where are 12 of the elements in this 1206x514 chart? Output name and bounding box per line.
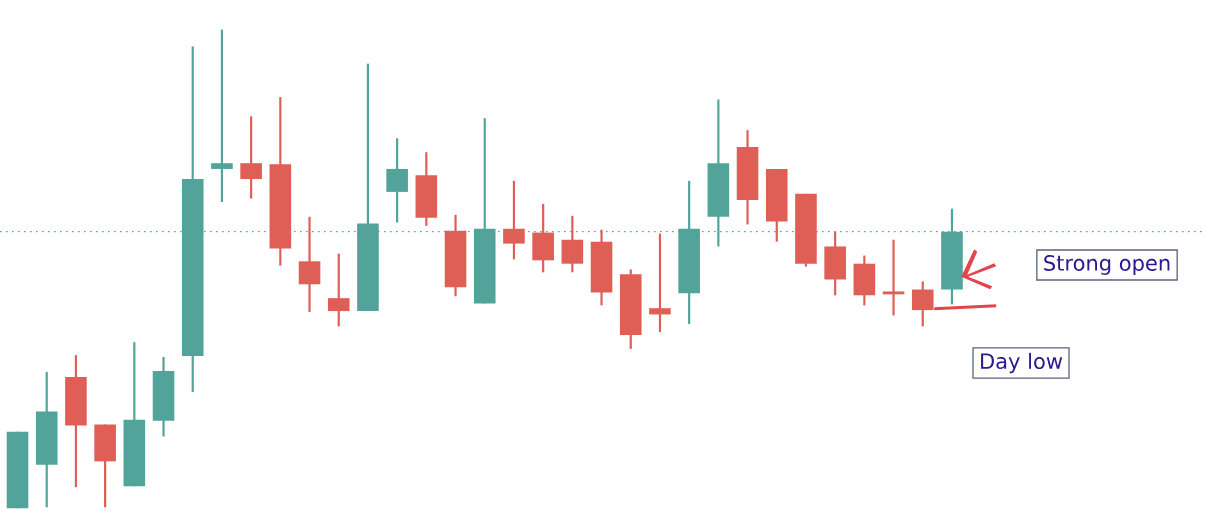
candlestick: [240, 115, 262, 200]
candlestick: [298, 215, 321, 314]
candlestick: [649, 232, 671, 334]
candlestick: [503, 179, 525, 261]
candlestick: [211, 28, 233, 204]
candlestick: [882, 238, 905, 317]
candlestick: [327, 252, 350, 328]
candlestick: [386, 137, 408, 224]
candlestick: [911, 280, 934, 328]
candlestick: [561, 214, 584, 274]
text: Strong open: [1044, 255, 1170, 275]
text: Day low: [981, 352, 1063, 374]
